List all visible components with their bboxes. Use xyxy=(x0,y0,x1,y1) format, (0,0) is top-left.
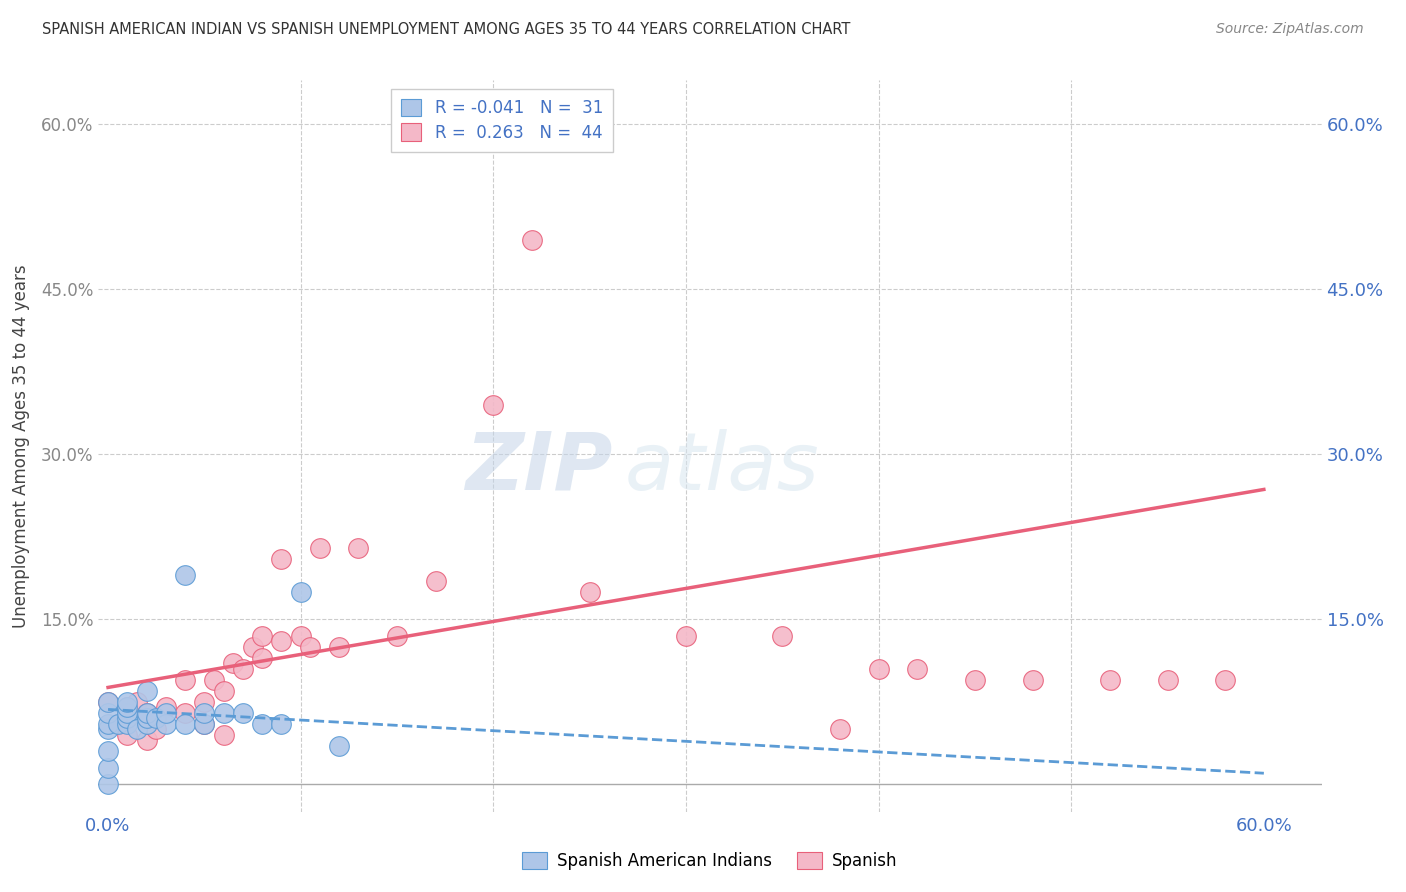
Point xyxy=(425,574,447,588)
Point xyxy=(250,629,273,643)
Point xyxy=(232,706,254,720)
Point xyxy=(1021,673,1043,687)
Point xyxy=(107,716,129,731)
Point xyxy=(193,716,215,731)
Point xyxy=(270,551,292,566)
Point xyxy=(347,541,370,555)
Point xyxy=(174,706,197,720)
Point xyxy=(675,629,697,643)
Point xyxy=(1213,673,1236,687)
Point xyxy=(125,723,148,737)
Point xyxy=(193,716,215,731)
Point xyxy=(145,723,167,737)
Point xyxy=(270,634,292,648)
Point xyxy=(97,695,120,709)
Point xyxy=(1156,673,1178,687)
Point xyxy=(125,695,148,709)
Point xyxy=(222,657,245,671)
Point xyxy=(328,640,350,654)
Point xyxy=(1098,673,1121,687)
Y-axis label: Unemployment Among Ages 35 to 44 years: Unemployment Among Ages 35 to 44 years xyxy=(11,264,30,628)
Point xyxy=(270,716,292,731)
Point xyxy=(963,673,986,687)
Point xyxy=(905,662,928,676)
Text: ZIP: ZIP xyxy=(465,429,612,507)
Point xyxy=(212,706,235,720)
Point xyxy=(174,716,197,731)
Point xyxy=(97,723,120,737)
Point xyxy=(202,673,225,687)
Point xyxy=(97,777,120,791)
Point xyxy=(97,716,120,731)
Text: Source: ZipAtlas.com: Source: ZipAtlas.com xyxy=(1216,22,1364,37)
Point xyxy=(482,398,505,412)
Point xyxy=(117,716,139,731)
Point xyxy=(290,629,312,643)
Point xyxy=(117,700,139,714)
Point xyxy=(135,716,157,731)
Point xyxy=(155,716,177,731)
Point xyxy=(155,706,177,720)
Point xyxy=(135,706,157,720)
Point xyxy=(242,640,264,654)
Point xyxy=(117,711,139,725)
Point xyxy=(250,650,273,665)
Point xyxy=(385,629,408,643)
Point xyxy=(97,744,120,758)
Point xyxy=(868,662,890,676)
Point xyxy=(117,728,139,742)
Point xyxy=(97,706,120,720)
Point xyxy=(328,739,350,753)
Legend: Spanish American Indians, Spanish: Spanish American Indians, Spanish xyxy=(516,845,904,877)
Point xyxy=(770,629,793,643)
Point xyxy=(174,568,197,582)
Point xyxy=(155,700,177,714)
Point xyxy=(135,716,157,731)
Point xyxy=(290,584,312,599)
Point xyxy=(135,706,157,720)
Point xyxy=(117,700,139,714)
Point xyxy=(212,728,235,742)
Point xyxy=(135,711,157,725)
Point xyxy=(97,761,120,775)
Point xyxy=(250,716,273,731)
Point xyxy=(578,584,600,599)
Point xyxy=(117,706,139,720)
Point xyxy=(107,716,129,731)
Point xyxy=(97,695,120,709)
Point xyxy=(145,711,167,725)
Point xyxy=(135,683,157,698)
Point xyxy=(193,695,215,709)
Text: SPANISH AMERICAN INDIAN VS SPANISH UNEMPLOYMENT AMONG AGES 35 TO 44 YEARS CORREL: SPANISH AMERICAN INDIAN VS SPANISH UNEMP… xyxy=(42,22,851,37)
Point xyxy=(135,733,157,747)
Point xyxy=(232,662,254,676)
Point xyxy=(309,541,332,555)
Point xyxy=(299,640,322,654)
Text: atlas: atlas xyxy=(624,429,820,507)
Point xyxy=(193,706,215,720)
Point xyxy=(520,233,543,247)
Point xyxy=(117,695,139,709)
Point xyxy=(174,673,197,687)
Point xyxy=(212,683,235,698)
Point xyxy=(828,723,851,737)
